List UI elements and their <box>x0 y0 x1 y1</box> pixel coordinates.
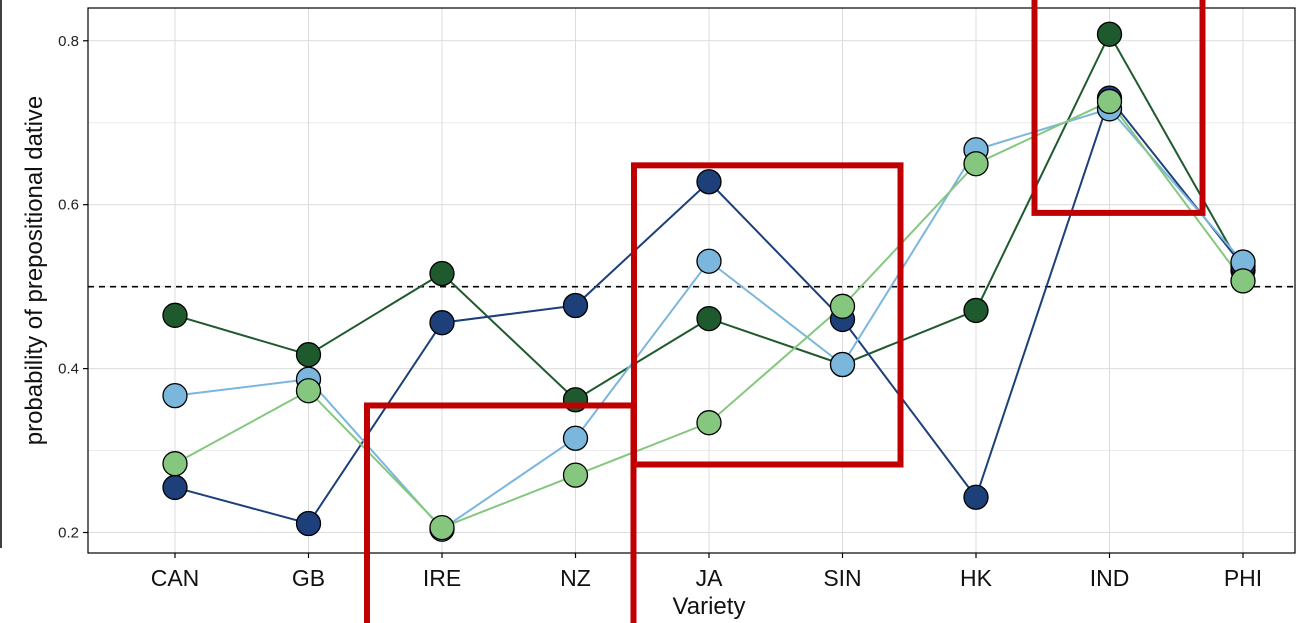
data-point-4-hk <box>963 151 989 177</box>
y-axis-ticks: 0.2 0.4 0.6 0.8 <box>58 33 88 542</box>
data-point-4-can <box>162 451 188 477</box>
data-point-1-ind <box>1096 21 1123 47</box>
highlight-box-1 <box>364 402 637 623</box>
x-tick-label-sin: SIN <box>823 565 861 591</box>
data-point-4-nz <box>562 462 589 488</box>
data-point-3-ja <box>696 248 722 274</box>
data-point-3-sin <box>829 351 856 378</box>
data-point-1-can <box>162 302 188 328</box>
y-tick-label: 0.6 <box>58 197 79 214</box>
data-point-2-can <box>162 474 188 501</box>
x-axis-ticks: CAN GB IRE NZ JA SIN HK IND PHI <box>151 553 1262 591</box>
data-point-1-ja <box>696 305 722 332</box>
data-point-4-ja <box>696 410 722 436</box>
data-point-3-can <box>162 382 188 409</box>
highlight-box-3 <box>1031 0 1206 216</box>
series-points <box>162 21 1256 542</box>
y-tick-label: 0.2 <box>58 525 79 542</box>
x-tick-label-nz: NZ <box>560 565 591 591</box>
x-tick-label-phi: PHI <box>1224 565 1262 591</box>
plot-frame <box>87 7 1296 554</box>
data-point-3-nz <box>562 425 589 451</box>
data-point-4-sin <box>829 293 856 319</box>
data-point-4-phi <box>1230 268 1256 294</box>
data-point-1-ire <box>429 260 455 287</box>
x-tick-label-ind: IND <box>1090 565 1130 591</box>
x-tick-label-ire: IRE <box>423 565 461 591</box>
data-point-4-ind <box>1096 88 1123 115</box>
y-axis-title: probability of prepositional dative <box>21 96 48 446</box>
y-tick-label: 0.4 <box>58 361 79 378</box>
x-tick-label-hk: HK <box>960 565 993 591</box>
data-point-2-gb <box>295 510 322 537</box>
data-point-2-hk <box>963 484 989 510</box>
x-tick-label-gb: GB <box>292 565 325 591</box>
y-tick-label: 0.8 <box>58 33 79 50</box>
highlight-box-2 <box>631 162 904 468</box>
data-point-2-ire <box>429 310 455 336</box>
x-tick-label-ja: JA <box>696 565 724 591</box>
x-tick-label-can: CAN <box>151 565 200 591</box>
data-point-1-hk <box>963 297 989 324</box>
data-point-1-gb <box>295 342 322 368</box>
x-axis-title: Variety <box>673 593 746 620</box>
data-point-2-ja <box>696 169 722 195</box>
data-point-2-nz <box>562 292 589 319</box>
highlight-boxes <box>364 0 1206 623</box>
data-point-4-ire <box>429 514 455 541</box>
data-point-4-gb <box>295 378 322 404</box>
